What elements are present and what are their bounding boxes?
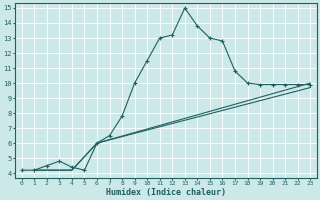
X-axis label: Humidex (Indice chaleur): Humidex (Indice chaleur): [106, 188, 226, 197]
